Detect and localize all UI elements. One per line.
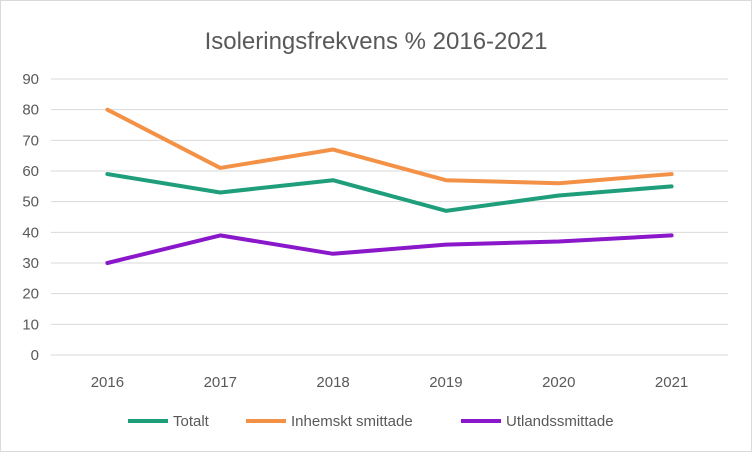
- y-tick-label: 80: [22, 102, 39, 119]
- series-line-totalt: [105, 172, 674, 213]
- y-tick-label: 10: [22, 316, 39, 333]
- series-line-utlandssmittade: [105, 233, 674, 265]
- legend-label: Totalt: [173, 413, 210, 430]
- y-tick-label: 40: [22, 224, 39, 241]
- x-tick-label: 2018: [316, 374, 349, 391]
- x-tick-label: 2016: [91, 374, 124, 391]
- y-tick-label: 60: [22, 163, 39, 180]
- chart-title: Isoleringsfrekvens % 2016-2021: [205, 28, 548, 55]
- y-tick-label: 50: [22, 194, 39, 211]
- series-line-inhemskt-smittade: [105, 107, 674, 186]
- y-tick-label: 20: [22, 286, 39, 303]
- y-tick-label: 30: [22, 255, 39, 272]
- x-tick-label: 2021: [655, 374, 688, 391]
- x-tick-label: 2020: [542, 374, 575, 391]
- x-tick-label: 2019: [429, 374, 462, 391]
- x-tick-label: 2017: [204, 374, 237, 391]
- legend-label: Utlandssmittade: [506, 413, 614, 430]
- y-tick-label: 70: [22, 132, 39, 149]
- y-tick-label: 0: [31, 347, 39, 364]
- legend-label: Inhemskt smittade: [291, 413, 413, 430]
- y-tick-label: 90: [22, 71, 39, 88]
